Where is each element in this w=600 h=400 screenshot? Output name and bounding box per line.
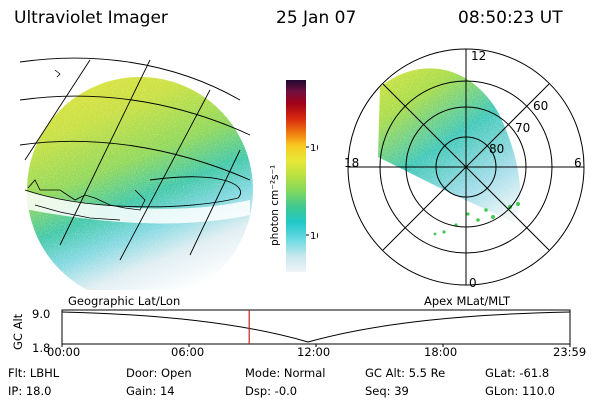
mlt-label-0: 0 [469, 276, 477, 290]
lat-label-60: 60 [533, 99, 548, 113]
geographic-image [19, 57, 253, 290]
status-dsp: Dsp: -0.0 [245, 384, 298, 398]
header-time: 08:50:23 UT [458, 8, 563, 28]
timeline-x-tick-1800: 18:00 [424, 345, 458, 359]
timeline-left-label: Geographic Lat/Lon [68, 294, 181, 308]
emission-texture [27, 77, 253, 290]
app-title: Ultraviolet Imager [14, 8, 168, 28]
header-date: 25 Jan 07 [276, 8, 357, 28]
colorbar-tick-10: 10 [310, 231, 318, 242]
dayglow-band [27, 190, 250, 224]
polar-plot: 12 18 6 0 60 70 80 [344, 48, 585, 290]
timeline-y-title: GC Alt [11, 313, 25, 350]
mlt-label-12: 12 [471, 49, 486, 63]
timeline-y-tick-min: 1.8 [32, 341, 50, 355]
status-gain: Gain: 14 [126, 384, 175, 398]
timeline-x-ticks [61, 344, 571, 347]
timeline-x-tick-0000: 00:00 [47, 345, 81, 359]
timeline-x-tick-2359: 23:59 [553, 345, 587, 359]
timeline-right-label: Apex MLat/MLT [424, 294, 511, 308]
coastline [27, 69, 146, 221]
status-gc-alt: GC Alt: 5.5 Re [365, 366, 446, 380]
status-filter: Flt: LBHL [8, 366, 60, 380]
altitude-curve [61, 311, 571, 343]
status-mode: Mode: Normal [245, 366, 326, 380]
timeline-x-tick-0600: 06:00 [171, 345, 205, 359]
status-seq: Seq: 39 [365, 384, 409, 398]
lat-label-80: 80 [489, 142, 504, 156]
lat-lon-grid [19, 57, 251, 261]
colorbar: 100 10 photon cm⁻²s⁻¹ [269, 80, 318, 272]
mlt-label-18: 18 [344, 156, 359, 170]
polar-grid [347, 48, 585, 286]
colorbar-tick-100: 100 [310, 143, 318, 154]
altitude-timeline: GC Alt 9.0 1.8 [11, 307, 571, 355]
timeline-y-tick-max: 9.0 [32, 307, 50, 321]
mlt-label-6: 6 [574, 156, 582, 170]
timeline-x-tick-1200: 12:00 [297, 345, 331, 359]
colorbar-unit-label: photon cm⁻²s⁻¹ [269, 165, 281, 246]
status-glat: GLat: -61.8 [485, 366, 550, 380]
lat-label-70: 70 [515, 121, 530, 135]
status-glon: GLon: 110.0 [485, 384, 555, 398]
status-ip: IP: 18.0 [8, 384, 52, 398]
colorbar-scale [286, 80, 306, 272]
status-door: Door: Open [126, 366, 192, 380]
